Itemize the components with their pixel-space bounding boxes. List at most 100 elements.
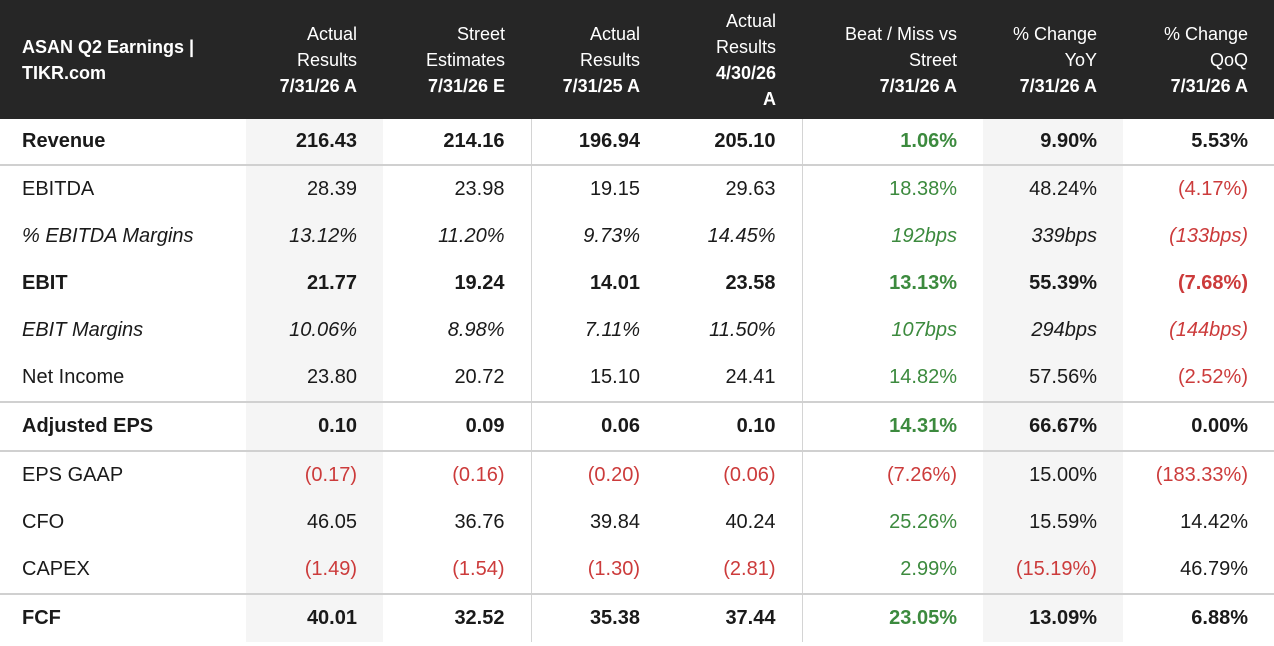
cell-estimate: 23.98: [383, 164, 532, 213]
cell-prior-quarter: 205.10: [666, 119, 803, 165]
cell-estimate: 20.72: [383, 354, 532, 402]
cell-estimate: 214.16: [383, 119, 532, 165]
cell-prior-quarter: 14.45%: [666, 213, 803, 260]
row-adjusted-eps: Adjusted EPS 0.10 0.09 0.06 0.10 14.31% …: [0, 401, 1274, 451]
col-header-street-estimates: Street Estimates 7/31/26 E: [383, 0, 531, 119]
cell-yoy: 15.00%: [983, 450, 1123, 499]
cell-yoy: 48.24%: [983, 164, 1123, 213]
row-label: EPS GAAP: [0, 450, 246, 499]
row-label: % EBITDA Margins: [22, 225, 194, 247]
cell-qoq: (4.17%): [1123, 164, 1274, 213]
col-header-actual-prior-year: Actual Results 7/31/25 A: [531, 0, 666, 119]
cell-yoy: (15.19%): [983, 546, 1123, 594]
cell-prior-quarter: 37.44: [666, 593, 803, 642]
cell-qoq: (2.52%): [1177, 366, 1248, 388]
cell-prior-year: 7.11%: [584, 319, 640, 341]
cell-yoy: 57.56%: [983, 354, 1123, 402]
cell-prior-year: 19.15: [531, 164, 666, 213]
cell-qoq: (144bps): [1169, 319, 1248, 341]
cell-qoq: 14.42%: [1180, 511, 1248, 533]
row-revenue: Revenue 216.43 214.16 196.94 205.10 1.06…: [0, 119, 1274, 165]
row-label: Revenue: [22, 130, 106, 152]
cell-prior-year: 35.38: [531, 593, 666, 642]
cell-prior-quarter: 0.10: [666, 401, 803, 451]
row-fcf: FCF 40.01 32.52 35.38 37.44 23.05% 13.09…: [0, 593, 1274, 642]
col-header-change-qoq: % Change QoQ 7/31/26 A: [1123, 0, 1274, 119]
cell-prior-quarter: 23.58: [666, 260, 803, 307]
row-ebitda: EBITDA 28.39 23.98 19.15 29.63 18.38% 48…: [0, 164, 1274, 213]
cell-beat-miss: 23.05%: [802, 593, 983, 642]
cell-actual: (1.49): [246, 546, 383, 594]
cell-prior-year: 9.73%: [583, 225, 640, 247]
col-header-change-yoy: % Change YoY 7/31/26 A: [983, 0, 1123, 119]
row-label: Net Income: [22, 366, 125, 388]
cell-yoy: 9.90%: [983, 119, 1123, 165]
cell-prior-year: 196.94: [578, 130, 640, 152]
cell-qoq: 0.00%: [1123, 401, 1274, 451]
cell-actual: 28.39: [246, 164, 383, 213]
cell-prior-year: (1.30): [587, 558, 640, 580]
row-label: FCF: [0, 593, 246, 642]
cell-prior-quarter: (2.81): [666, 546, 803, 594]
col-header-actual-prior-quarter: Actual Results 4/30/26 A: [666, 0, 802, 119]
cell-qoq: 6.88%: [1123, 593, 1274, 642]
cell-estimate: 32.52: [383, 593, 532, 642]
row-cfo: CFO 46.05 36.76 39.84 40.24 25.26% 15.59…: [0, 499, 1274, 546]
cell-prior-quarter: (0.06): [666, 450, 803, 499]
cell-beat-miss: 14.31%: [802, 401, 983, 451]
table-title: ASAN Q2 Earnings | TIKR.com: [0, 0, 246, 119]
cell-prior-quarter: 40.24: [666, 499, 803, 546]
cell-yoy: 13.09%: [983, 593, 1123, 642]
cell-actual: 21.77: [246, 260, 383, 307]
row-ebitda-margins: % EBITDA Margins 13.12% 11.20% 9.73% 14.…: [0, 213, 1274, 260]
cell-qoq: 5.53%: [1191, 130, 1248, 152]
row-label: CAPEX: [22, 558, 90, 580]
row-eps-gaap: EPS GAAP (0.17) (0.16) (0.20) (0.06) (7.…: [0, 450, 1274, 499]
cell-yoy: 294bps: [983, 307, 1123, 354]
cell-beat-miss: (7.26%): [802, 450, 983, 499]
cell-prior-quarter: 24.41: [666, 354, 803, 402]
cell-estimate: 19.24: [383, 260, 532, 307]
cell-yoy: 66.67%: [983, 401, 1123, 451]
cell-beat-miss: 1.06%: [900, 130, 957, 152]
cell-prior-year: 14.01: [589, 272, 640, 294]
row-label: CFO: [22, 511, 65, 533]
cell-beat-miss: 14.82%: [889, 366, 957, 388]
cell-estimate: 36.76: [383, 499, 532, 546]
table-body: Revenue 216.43 214.16 196.94 205.10 1.06…: [0, 119, 1274, 642]
cell-prior-year: 39.84: [589, 511, 640, 533]
cell-estimate: (0.16): [383, 450, 532, 499]
cell-actual: 10.06%: [246, 307, 383, 354]
header-row: ASAN Q2 Earnings | TIKR.com Actual Resul…: [0, 0, 1274, 119]
cell-beat-miss: 25.26%: [889, 511, 957, 533]
cell-qoq: (7.68%): [1177, 272, 1248, 294]
cell-prior-quarter: 11.50%: [666, 307, 803, 354]
row-net-income: Net Income 23.80 20.72 15.10 24.41 14.82…: [0, 354, 1274, 402]
cell-yoy: 339bps: [983, 213, 1123, 260]
cell-estimate: 8.98%: [383, 307, 532, 354]
cell-prior-year: 15.10: [589, 366, 640, 388]
cell-yoy: 15.59%: [983, 499, 1123, 546]
row-label: EBITDA: [0, 164, 246, 213]
cell-actual: 46.05: [246, 499, 383, 546]
cell-beat-miss: 13.13%: [889, 272, 957, 294]
row-ebit-margins: EBIT Margins 10.06% 8.98% 7.11% 11.50% 1…: [0, 307, 1274, 354]
row-label: EBIT Margins: [22, 319, 144, 341]
cell-estimate: 11.20%: [383, 213, 532, 260]
cell-actual: 23.80: [246, 354, 383, 402]
cell-actual: 0.10: [246, 401, 383, 451]
cell-prior-quarter: 29.63: [666, 164, 803, 213]
row-ebit: EBIT 21.77 19.24 14.01 23.58 13.13% 55.3…: [0, 260, 1274, 307]
cell-actual: 40.01: [246, 593, 383, 642]
cell-prior-year: 0.06: [531, 401, 666, 451]
cell-estimate: 0.09: [383, 401, 532, 451]
row-label: EBIT: [22, 272, 68, 294]
cell-estimate: (1.54): [383, 546, 532, 594]
cell-beat-miss: 107bps: [891, 319, 957, 341]
cell-beat-miss: 18.38%: [802, 164, 983, 213]
cell-yoy: 55.39%: [983, 260, 1123, 307]
row-capex: CAPEX (1.49) (1.54) (1.30) (2.81) 2.99% …: [0, 546, 1274, 594]
cell-actual: 216.43: [246, 119, 383, 165]
cell-qoq: 46.79%: [1180, 558, 1248, 580]
